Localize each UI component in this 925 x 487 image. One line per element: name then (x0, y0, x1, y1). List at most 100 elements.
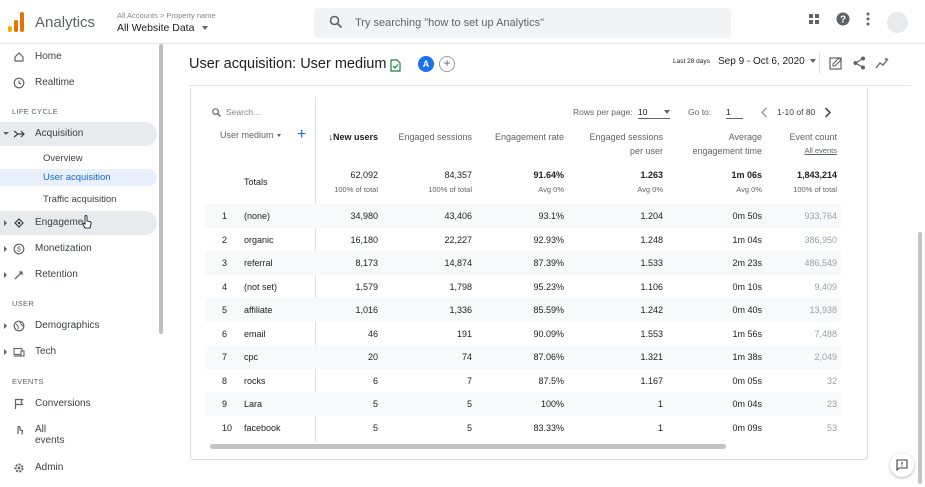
column-header[interactable]: Engaged sessions (398, 130, 472, 144)
sidebar-item-label: Engageme (35, 217, 84, 228)
sidebar-item-label: Admin (35, 462, 64, 473)
table-cell: 85.59% (533, 305, 564, 315)
total-sub: 100% of total (793, 185, 837, 194)
help-icon[interactable]: ? (836, 12, 850, 26)
touch-icon (17, 425, 24, 435)
chevron-right-icon[interactable] (824, 107, 832, 118)
table-cell: 1,016 (355, 305, 378, 315)
table-cell: 1m 56s (732, 328, 762, 339)
sidebar-item-acquisition[interactable]: Acquisition (0, 122, 157, 146)
row-dimension: (none) (244, 211, 271, 221)
column-header[interactable]: Engagement rate (495, 130, 564, 144)
table-search[interactable]: Search... (212, 107, 260, 118)
table-cell: 6 (372, 375, 378, 386)
table-cell: 87.06% (533, 352, 564, 362)
table-row[interactable]: 1 (none) 34,980 43,406 93.1% 1.204 0m 50s 933,7… (205, 204, 841, 228)
search-bar[interactable]: Try searching "how to set up Analytics" (314, 8, 731, 38)
column-header-sub: All events (804, 146, 837, 155)
row-dimension: organic (244, 234, 274, 245)
row-dimension: rocks (244, 375, 266, 386)
add-dimension-button[interactable]: + (297, 126, 307, 143)
date-preset[interactable]: Last 28 days (673, 58, 710, 65)
row-index: 10 (222, 422, 233, 433)
table-cell: 0m 10s (732, 281, 762, 292)
comparison-badge[interactable]: A (418, 56, 434, 72)
table-cell: 32 (826, 375, 837, 386)
table-row[interactable]: 2 organic 16,180 22,227 92.93% 1.248 1m 04s 386… (205, 228, 841, 252)
table-row[interactable]: 7 cpc 20 74 87.06% 1.321 1m 38s 2,049 (205, 345, 841, 369)
table-cell: 92.93% (533, 234, 564, 245)
table-cell: 1 (657, 422, 663, 433)
chevron-down-icon (809, 59, 816, 64)
sidebar-item-label: Retention (35, 269, 78, 280)
search-placeholder: Try searching "how to set up Analytics" (355, 17, 544, 29)
column-header[interactable]: Event count All events (789, 130, 837, 158)
sidebar-item-user-acquisition[interactable]: User acquisition (0, 169, 157, 186)
report-status-icon[interactable] (390, 59, 401, 72)
dimension-selector[interactable]: User medium (220, 130, 281, 140)
total-value: 1.263 (640, 170, 663, 180)
add-comparison-button[interactable]: + (439, 56, 455, 72)
table-row[interactable]: 3 referral 8,173 14,874 87.39% 1.533 2m 23s 486… (205, 251, 841, 275)
more-vert-icon[interactable] (866, 12, 870, 26)
table-row[interactable]: 9 Lara 5 5 100% 1 0m 04s 23 (205, 392, 841, 416)
column-header-label: Engaged sessions (589, 132, 663, 142)
date-range-picker[interactable]: Sep 9 - Oct 6, 2020 (718, 56, 816, 67)
chevron-down-icon (202, 26, 209, 31)
analytics-logo-icon[interactable] (8, 12, 24, 32)
account-avatar[interactable] (887, 12, 908, 33)
sidebar-item-label: Home (35, 51, 62, 62)
table-row[interactable]: 8 rocks 6 7 87.5% 1.167 0m 05s 32 (205, 369, 841, 393)
column-header[interactable]: Average engagement time (692, 130, 762, 158)
page-range: 1-10 of 80 (777, 107, 816, 117)
sidebar: Home Realtime LIFE CYCLE Acquisition Ove… (0, 44, 165, 487)
table-cell: 1.167 (640, 375, 663, 386)
goto-input[interactable]: 1 (726, 107, 743, 119)
svg-text:$: $ (17, 247, 21, 254)
table-row[interactable]: 5 affiliate 1,016 1,336 85.59% 1.242 0m 40s 13,… (205, 298, 841, 322)
table-cell: 16,180 (350, 234, 378, 245)
sidebar-item-engagement[interactable]: Engageme (0, 211, 157, 235)
edit-report-icon[interactable] (829, 56, 843, 70)
table-cell: 5 (466, 422, 472, 433)
sidebar-item-traffic-acquisition[interactable]: Traffic acquisition (43, 194, 117, 205)
feedback-button[interactable] (890, 453, 914, 477)
sidebar-item-overview[interactable]: Overview (43, 153, 83, 164)
rows-per-page-select[interactable]: 10 (638, 107, 670, 119)
table-row[interactable]: 4 (not set) 1,579 1,798 95.23% 1.106 0m 10s 9,4… (205, 275, 841, 299)
goto-label: Go to: (688, 107, 712, 117)
table-cell: 20 (367, 352, 378, 362)
table-cell: 1.533 (640, 258, 663, 268)
table-cell: 1m 38s (732, 352, 762, 362)
row-dimension: (not set) (244, 281, 278, 292)
insights-icon[interactable] (875, 56, 890, 70)
apps-grid-icon[interactable] (808, 13, 820, 25)
total-sub: Avg 0% (637, 185, 663, 194)
breadcrumb[interactable]: All Accounts > Property name (117, 11, 216, 20)
horizontal-scrollbar[interactable] (210, 444, 726, 449)
column-header[interactable]: ↓New users (328, 130, 378, 144)
vertical-scrollbar[interactable] (918, 232, 922, 484)
table-cell: 9,409 (814, 281, 837, 292)
table-row[interactable]: 10 facebook 5 5 83.33% 1 0m 09s 53 (205, 416, 841, 440)
chevron-left-icon[interactable] (760, 107, 768, 118)
share-icon[interactable] (853, 56, 866, 70)
row-dimension: cpc (244, 352, 259, 362)
total-value: 1,843,214 (796, 170, 837, 180)
table-row[interactable]: 6 email 46 191 90.09% 1.553 1m 56s 7,488 (205, 322, 841, 346)
header-divider (189, 85, 911, 86)
column-header-label: Event count (789, 132, 837, 142)
rows-per-page-value: 10 (638, 107, 648, 117)
sidebar-item-label: Demographics (35, 320, 100, 331)
total-value: 84,357 (444, 170, 472, 180)
sidebar-scrollbar[interactable] (159, 44, 163, 334)
search-icon (329, 15, 343, 29)
chevron-down-icon (664, 110, 670, 114)
sidebar-item-label: Monetization (35, 243, 92, 254)
column-header[interactable]: Engaged sessions per user (589, 130, 663, 158)
sidebar-item-label: Tech (35, 346, 57, 357)
property-selector[interactable]: All Website Data (117, 22, 209, 34)
table-cell: 1.242 (640, 305, 663, 315)
divider (819, 53, 820, 73)
section-user: USER (12, 299, 35, 308)
